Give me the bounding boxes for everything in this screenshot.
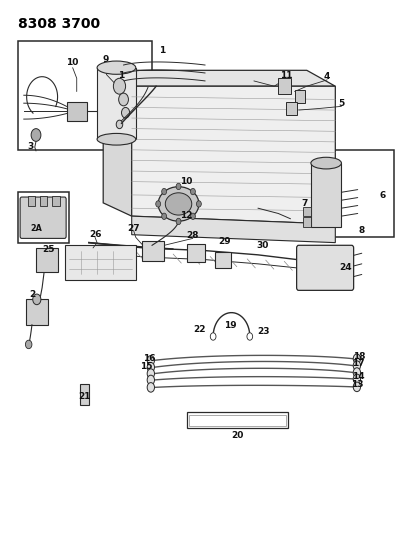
Circle shape (155, 201, 160, 207)
Text: 23: 23 (256, 327, 269, 336)
Text: 11: 11 (279, 71, 292, 80)
Text: 2A: 2A (30, 224, 42, 233)
Text: 16: 16 (142, 354, 155, 364)
Text: 6: 6 (378, 191, 384, 200)
Bar (188, 415, 286, 425)
Circle shape (353, 354, 360, 364)
Text: 24: 24 (338, 263, 351, 272)
Circle shape (147, 383, 154, 392)
Text: 7: 7 (301, 199, 307, 208)
Bar (302, 207, 310, 216)
Bar (40, 196, 47, 206)
Circle shape (121, 108, 129, 118)
Bar (302, 217, 310, 227)
Ellipse shape (310, 157, 341, 169)
Text: 14: 14 (351, 372, 364, 381)
Bar (80, 384, 89, 406)
Bar (310, 163, 341, 227)
Bar (215, 252, 231, 268)
Text: 27: 27 (127, 224, 140, 233)
Circle shape (353, 368, 360, 377)
Circle shape (33, 294, 41, 305)
Ellipse shape (97, 61, 135, 74)
Circle shape (190, 188, 195, 195)
Circle shape (175, 183, 180, 190)
Ellipse shape (165, 193, 191, 215)
Circle shape (196, 201, 201, 207)
Circle shape (31, 128, 41, 141)
Bar (290, 150, 393, 237)
Circle shape (147, 356, 154, 365)
Polygon shape (131, 86, 335, 224)
Bar (97, 68, 135, 139)
Text: 1: 1 (159, 46, 165, 55)
Text: 25: 25 (42, 245, 54, 254)
Circle shape (116, 120, 122, 128)
Circle shape (147, 375, 154, 385)
Circle shape (190, 213, 195, 220)
Text: 19: 19 (224, 321, 236, 330)
Circle shape (118, 93, 128, 106)
Text: 12: 12 (180, 211, 193, 220)
Text: 26: 26 (89, 230, 101, 239)
Bar (294, 90, 304, 103)
Bar (66, 102, 87, 120)
Circle shape (353, 361, 360, 370)
Text: 30: 30 (256, 241, 268, 250)
Circle shape (161, 188, 166, 195)
Text: 8: 8 (358, 226, 364, 235)
Circle shape (147, 362, 154, 372)
Text: 15: 15 (140, 362, 152, 370)
Bar (26, 300, 48, 325)
Circle shape (161, 213, 166, 220)
Text: 20: 20 (231, 431, 243, 440)
FancyBboxPatch shape (20, 197, 66, 238)
Circle shape (113, 78, 125, 94)
Polygon shape (131, 216, 335, 243)
Circle shape (175, 218, 180, 224)
Text: 10: 10 (180, 177, 192, 186)
Circle shape (246, 333, 252, 340)
Circle shape (353, 382, 360, 392)
Circle shape (210, 333, 216, 340)
Bar (278, 78, 290, 94)
Circle shape (147, 369, 154, 378)
Text: 3: 3 (27, 142, 34, 151)
Text: 2: 2 (29, 289, 35, 298)
Circle shape (25, 340, 32, 349)
Ellipse shape (158, 187, 198, 221)
Bar (186, 244, 204, 262)
Bar (142, 241, 164, 261)
Bar (18, 41, 152, 150)
Bar (286, 102, 296, 115)
FancyBboxPatch shape (296, 245, 353, 290)
Text: 4: 4 (323, 72, 330, 81)
Bar (186, 413, 288, 428)
Text: 9: 9 (102, 55, 108, 64)
Text: 18: 18 (352, 352, 364, 361)
Text: 8308 3700: 8308 3700 (18, 17, 99, 31)
Polygon shape (103, 70, 335, 86)
Polygon shape (103, 70, 131, 216)
Ellipse shape (97, 133, 135, 145)
Bar (52, 196, 59, 206)
Text: 29: 29 (218, 237, 230, 246)
Bar (64, 245, 135, 280)
Text: 5: 5 (337, 99, 344, 108)
Bar (28, 196, 35, 206)
Text: 17: 17 (351, 359, 364, 368)
Text: 28: 28 (186, 231, 198, 240)
Text: 13: 13 (350, 380, 363, 389)
Text: 10: 10 (66, 58, 79, 67)
Text: 22: 22 (193, 325, 205, 334)
Bar (18, 192, 68, 243)
Bar (36, 248, 58, 272)
Text: 21: 21 (79, 392, 91, 401)
Circle shape (353, 374, 360, 384)
Text: 1: 1 (118, 71, 124, 80)
